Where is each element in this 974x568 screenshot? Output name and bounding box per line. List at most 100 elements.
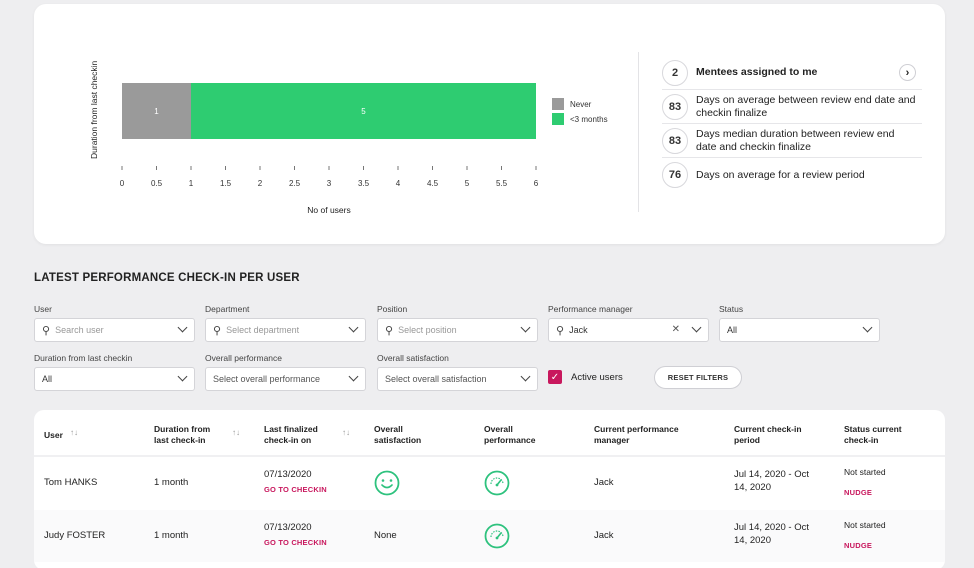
performance-select[interactable]: Select overall performance — [205, 367, 366, 391]
x-tick-label: 1 — [189, 179, 194, 188]
chevron-down-icon — [177, 371, 188, 382]
filter-label: User — [34, 304, 52, 314]
header-label: Last finalized check-in on — [264, 424, 318, 445]
vertical-divider — [638, 52, 639, 212]
header-last-finalized[interactable]: Last finalized check-in on — [264, 424, 336, 445]
stat-avg-finalize: 83 Days on average between review end da… — [662, 90, 922, 124]
header-label: User — [44, 430, 63, 440]
cell-satisfaction: None — [374, 530, 397, 541]
header-manager: Current performance manager — [594, 424, 679, 445]
sort-icon[interactable]: ↑↓ — [232, 428, 240, 437]
chevron-down-icon — [862, 322, 873, 333]
legend-label: Never — [570, 100, 592, 109]
nudge-link[interactable]: NUDGE — [844, 541, 873, 550]
sort-icon[interactable]: ↑↓ — [342, 428, 350, 437]
sort-icon[interactable]: ↑↓ — [70, 428, 78, 437]
x-tick-label: 1.5 — [220, 179, 232, 188]
manager-select[interactable]: ⚲ Jack ✕ — [548, 318, 709, 342]
stat-number: 76 — [662, 162, 688, 188]
satisfaction-select[interactable]: Select overall satisfaction — [377, 367, 538, 391]
placeholder: Search user — [55, 325, 104, 335]
selected-value: All — [727, 325, 738, 335]
stat-label: Mentees assigned to me — [696, 66, 818, 78]
chevron-down-icon — [520, 322, 531, 333]
filter-user: User ⚲ Search user — [34, 304, 195, 342]
header-label: Duration from last check-in — [154, 424, 211, 445]
header-divider — [34, 455, 945, 457]
chevron-down-icon — [691, 322, 702, 333]
filter-label: Position — [377, 304, 408, 314]
header-period: Current check-in period — [734, 424, 802, 445]
x-tick-label: 4 — [396, 179, 401, 188]
chevron-down-icon — [177, 322, 188, 333]
x-tick-label: 3.5 — [358, 179, 370, 188]
x-tick-label: 0.5 — [151, 179, 163, 188]
department-select[interactable]: ⚲ Select department — [205, 318, 366, 342]
search-icon: ⚲ — [42, 324, 51, 337]
cell-duration: 1 month — [154, 530, 189, 541]
filter-performance: Overall performance Select overall perfo… — [205, 353, 366, 391]
x-tick-label: 5.5 — [496, 179, 508, 188]
filter-label: Duration from last checkin — [34, 353, 133, 363]
header-duration[interactable]: Duration from last check-in — [154, 424, 224, 445]
stat-mentees[interactable]: 2 Mentees assigned to me › — [662, 56, 922, 90]
position-select[interactable]: ⚲ Select position — [377, 318, 538, 342]
duration-select[interactable]: All — [34, 367, 195, 391]
cell-manager: Jack — [594, 477, 614, 488]
cell-last-finalized: 07/13/2020 — [264, 522, 312, 533]
cell-period: Jul 14, 2020 - Oct 14, 2020 — [734, 522, 809, 546]
filter-manager: Performance manager ⚲ Jack ✕ — [548, 304, 709, 342]
section-title: LATEST PERFORMANCE CHECK-IN PER USER — [34, 272, 300, 284]
filter-department: Department ⚲ Select department — [205, 304, 366, 342]
stats-list: 2 Mentees assigned to me › 83 Days on av… — [662, 56, 922, 192]
stat-avg-review: 76 Days on average for a review period — [662, 158, 922, 192]
x-tick-label: 0 — [120, 179, 125, 188]
cell-status: Not started — [844, 467, 886, 477]
chevron-down-icon — [348, 322, 359, 333]
legend-swatch — [552, 98, 564, 110]
placeholder: Select overall satisfaction — [385, 374, 487, 384]
stat-label: Days on average for a review period — [696, 168, 865, 181]
stat-label: Days median duration between review end … — [696, 127, 895, 153]
cell-duration: 1 month — [154, 477, 189, 488]
stat-number: 83 — [662, 127, 688, 154]
nudge-link[interactable]: NUDGE — [844, 488, 873, 497]
filter-label: Overall satisfaction — [377, 353, 449, 363]
gauge-icon — [484, 470, 510, 496]
filter-position: Position ⚲ Select position — [377, 304, 538, 342]
search-icon: ⚲ — [213, 324, 222, 337]
stat-label: Days on average between review end date … — [696, 93, 916, 119]
placeholder: Select position — [398, 325, 457, 335]
x-tick-label: 6 — [534, 179, 539, 188]
cell-manager: Jack — [594, 530, 614, 541]
table-row: Judy FOSTER 1 month 07/13/2020 GO TO CHE… — [34, 510, 945, 562]
chart-x-axis-label: No of users — [307, 205, 350, 215]
gauge-icon — [484, 523, 510, 549]
clear-icon[interactable]: ✕ — [671, 324, 680, 335]
header-status: Status current check-in — [844, 424, 902, 445]
user-search-input[interactable]: ⚲ Search user — [34, 318, 195, 342]
chevron-down-icon — [348, 371, 359, 382]
go-to-checkin-link[interactable]: GO TO CHECKIN — [264, 485, 327, 494]
x-tick-label: 2 — [258, 179, 263, 188]
x-tick-label: 2.5 — [289, 179, 301, 188]
chevron-right-icon[interactable]: › — [899, 64, 916, 81]
cell-period: Jul 14, 2020 - Oct 14, 2020 — [734, 469, 809, 493]
header-user[interactable]: User ↑↓ — [44, 428, 78, 441]
stat-median-finalize: 83 Days median duration between review e… — [662, 124, 922, 158]
x-tick-label: 3 — [327, 179, 332, 188]
status-select[interactable]: All — [719, 318, 880, 342]
x-tick-label: 4.5 — [427, 179, 439, 188]
bar-under-3-months — [191, 83, 536, 139]
cell-user: Judy FOSTER — [44, 530, 106, 541]
go-to-checkin-link[interactable]: GO TO CHECKIN — [264, 538, 327, 547]
chevron-down-icon — [520, 371, 531, 382]
header-performance: Overall performance — [484, 424, 536, 445]
active-users-checkbox[interactable]: ✓ — [548, 370, 562, 384]
duration-chart: Duration from last checkin 1 5 0 0.5 1 1.5 2 2… — [89, 60, 608, 215]
filter-duration: Duration from last checkin All — [34, 353, 195, 391]
reset-filters-button[interactable]: RESET FILTERS — [654, 366, 742, 389]
table-row: Tom HANKS 1 month 07/13/2020 GO TO CHECK… — [34, 457, 945, 509]
filter-satisfaction: Overall satisfaction Select overall sati… — [377, 353, 538, 391]
